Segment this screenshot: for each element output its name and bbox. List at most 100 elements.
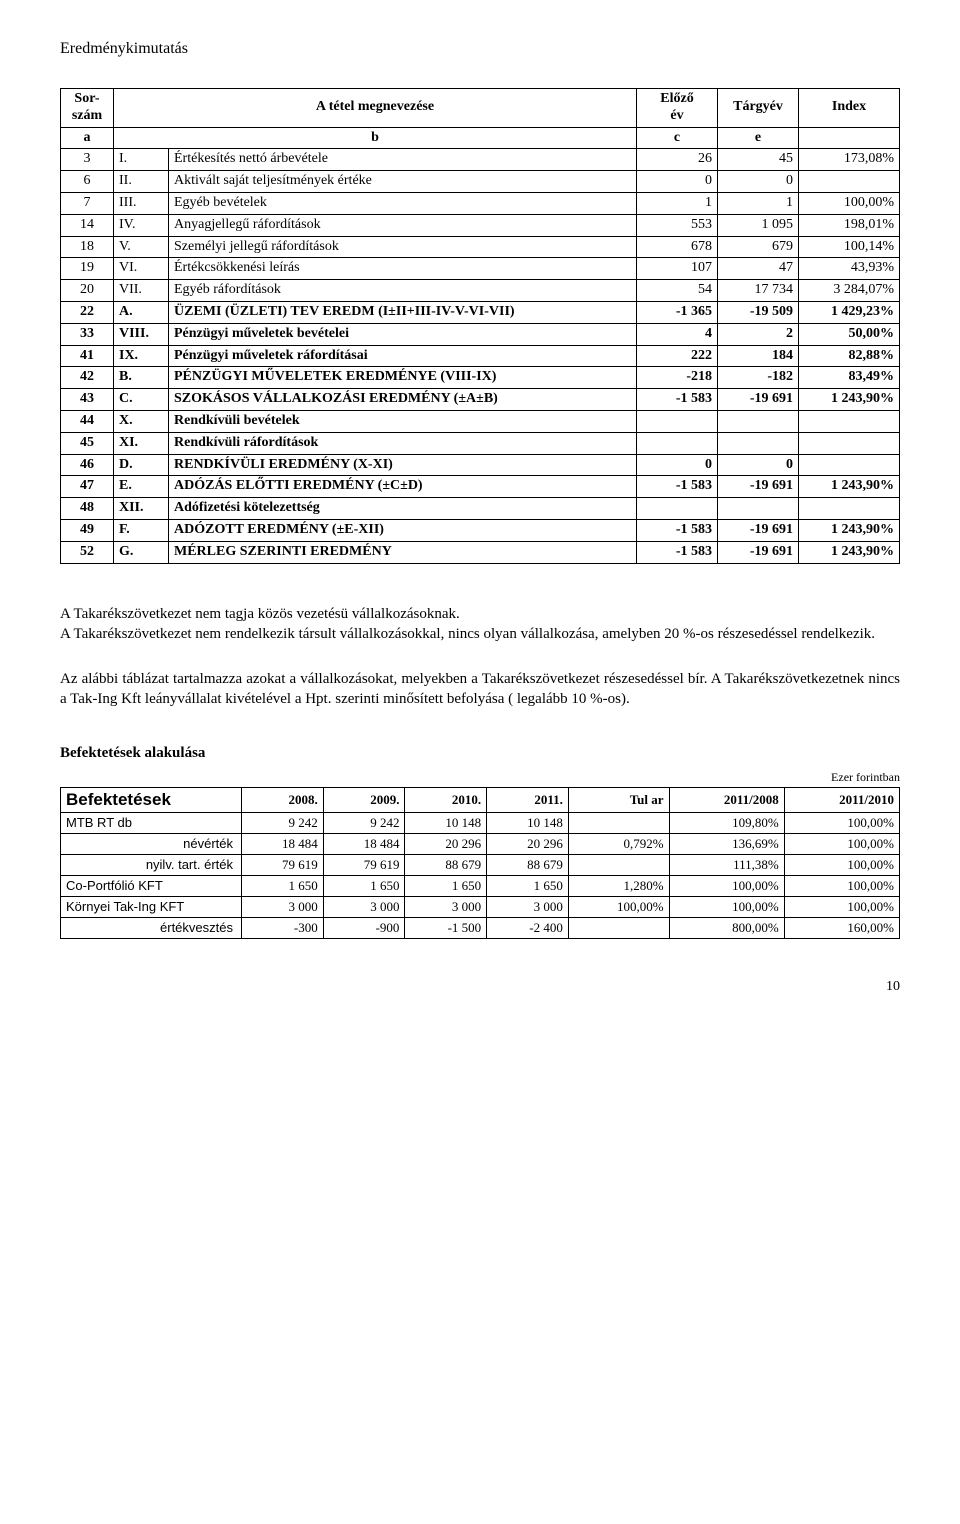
cell-name: MÉRLEG SZERINTI EREDMÉNY [169, 541, 637, 563]
cell-sorszam: 7 [61, 192, 114, 214]
cell-sorszam: 44 [61, 410, 114, 432]
cell-label: nyilv. tart. érték [61, 854, 242, 875]
invest-subhead: Befektetések alakulása [60, 745, 900, 762]
cell-targy: 47 [718, 258, 799, 280]
cell-label: Környei Tak-Ing KFT [61, 896, 242, 917]
cell-value: 100,00% [784, 812, 899, 833]
cell-value: 88 679 [487, 854, 569, 875]
table-row: 33VIII.Pénzügyi műveletek bevételei4250,… [61, 323, 900, 345]
cell-name: Rendkívüli ráfordítások [169, 432, 637, 454]
cell-elozo: 26 [637, 149, 718, 171]
cell-value: -300 [242, 917, 324, 938]
cell-name: SZOKÁSOS VÁLLALKOZÁSI EREDMÉNY (±A±B) [169, 389, 637, 411]
cell-code: III. [114, 192, 169, 214]
table-row: 22A.ÜZEMI (ÜZLETI) TEV EREDM (I±II+III-I… [61, 301, 900, 323]
cell-elozo: -1 583 [637, 519, 718, 541]
cell-index: 83,49% [799, 367, 900, 389]
cell-targy: 17 734 [718, 280, 799, 302]
table-row: 49F.ADÓZOTT EREDMÉNY (±E-XII)-1 583-19 6… [61, 519, 900, 541]
cell-index [799, 498, 900, 520]
cell-value: 100,00% [784, 875, 899, 896]
hdr-tetel: A tétel megnevezése [114, 89, 637, 128]
cell-elozo: 107 [637, 258, 718, 280]
cell-label: értékvesztés [61, 917, 242, 938]
cell-code: XI. [114, 432, 169, 454]
cell-sorszam: 18 [61, 236, 114, 258]
cell-elozo: 4 [637, 323, 718, 345]
cell-label: MTB RT db [61, 812, 242, 833]
cell-index: 1 243,90% [799, 519, 900, 541]
cell-label: névérték [61, 833, 242, 854]
cell-elozo: 222 [637, 345, 718, 367]
hdr-index: Index [799, 89, 900, 128]
table-row: Környei Tak-Ing KFT3 0003 0003 0003 0001… [61, 896, 900, 917]
table-row: 14IV.Anyagjellegű ráfordítások5531 09519… [61, 214, 900, 236]
cell-sorszam: 42 [61, 367, 114, 389]
cell-name: ÜZEMI (ÜZLETI) TEV EREDM (I±II+III-IV-V-… [169, 301, 637, 323]
cell-elozo: -1 583 [637, 389, 718, 411]
cell-targy: 2 [718, 323, 799, 345]
inv-hdr-befekt: Befektetések [61, 787, 242, 812]
cell-value: 100,00% [784, 833, 899, 854]
table-row: 18V.Személyi jellegű ráfordítások6786791… [61, 236, 900, 258]
cell-name: Pénzügyi műveletek ráfordításai [169, 345, 637, 367]
inv-hdr-tular: Tul ar [568, 787, 669, 812]
cell-elozo: 678 [637, 236, 718, 258]
cell-index: 43,93% [799, 258, 900, 280]
cell-index: 173,08% [799, 149, 900, 171]
cell-value: -2 400 [487, 917, 569, 938]
hdr-b: b [114, 127, 637, 149]
cell-targy: 0 [718, 171, 799, 193]
cell-value: 18 484 [242, 833, 324, 854]
cell-value: 20 296 [405, 833, 487, 854]
cell-index: 1 243,90% [799, 476, 900, 498]
table-row: 6II.Aktivált saját teljesítmények értéke… [61, 171, 900, 193]
cell-name: Egyéb bevételek [169, 192, 637, 214]
table-row: 45XI.Rendkívüli ráfordítások [61, 432, 900, 454]
cell-elozo [637, 498, 718, 520]
cell-value [568, 812, 669, 833]
cell-code: D. [114, 454, 169, 476]
cell-code: C. [114, 389, 169, 411]
cell-targy: 679 [718, 236, 799, 258]
cell-value: 100,00% [669, 875, 784, 896]
cell-index [799, 171, 900, 193]
cell-targy: -19 691 [718, 541, 799, 563]
cell-name: ADÓZOTT EREDMÉNY (±E-XII) [169, 519, 637, 541]
cell-index [799, 432, 900, 454]
page-number: 10 [60, 979, 900, 995]
hdr-targy: Tárgyév [718, 89, 799, 128]
cell-targy [718, 410, 799, 432]
cell-sorszam: 20 [61, 280, 114, 302]
inv-hdr-2008: 2008. [242, 787, 324, 812]
cell-code: B. [114, 367, 169, 389]
cell-targy: -19 691 [718, 476, 799, 498]
cell-value: 3 000 [405, 896, 487, 917]
cell-value: 20 296 [487, 833, 569, 854]
cell-value: 1 650 [405, 875, 487, 896]
hdr-e: e [718, 127, 799, 149]
cell-index: 3 284,07% [799, 280, 900, 302]
cell-index: 1 429,23% [799, 301, 900, 323]
cell-code: I. [114, 149, 169, 171]
cell-targy: 0 [718, 454, 799, 476]
cell-sorszam: 14 [61, 214, 114, 236]
cell-index: 198,01% [799, 214, 900, 236]
cell-value: 10 148 [405, 812, 487, 833]
cell-name: PÉNZÜGYI MŰVELETEK EREDMÉNYE (VIII-IX) [169, 367, 637, 389]
cell-elozo [637, 410, 718, 432]
cell-code: A. [114, 301, 169, 323]
cell-elozo: -218 [637, 367, 718, 389]
cell-value: -900 [323, 917, 405, 938]
cell-label: Co-Portfólió KFT [61, 875, 242, 896]
table-row: Co-Portfólió KFT1 6501 6501 6501 6501,28… [61, 875, 900, 896]
cell-name: Értékcsökkenési leírás [169, 258, 637, 280]
cell-value: 160,00% [784, 917, 899, 938]
cell-sorszam: 46 [61, 454, 114, 476]
cell-value [568, 854, 669, 875]
table-row: 19VI.Értékcsökkenési leírás1074743,93% [61, 258, 900, 280]
cell-value: 10 148 [487, 812, 569, 833]
cell-sorszam: 47 [61, 476, 114, 498]
cell-targy: 45 [718, 149, 799, 171]
cell-code: F. [114, 519, 169, 541]
